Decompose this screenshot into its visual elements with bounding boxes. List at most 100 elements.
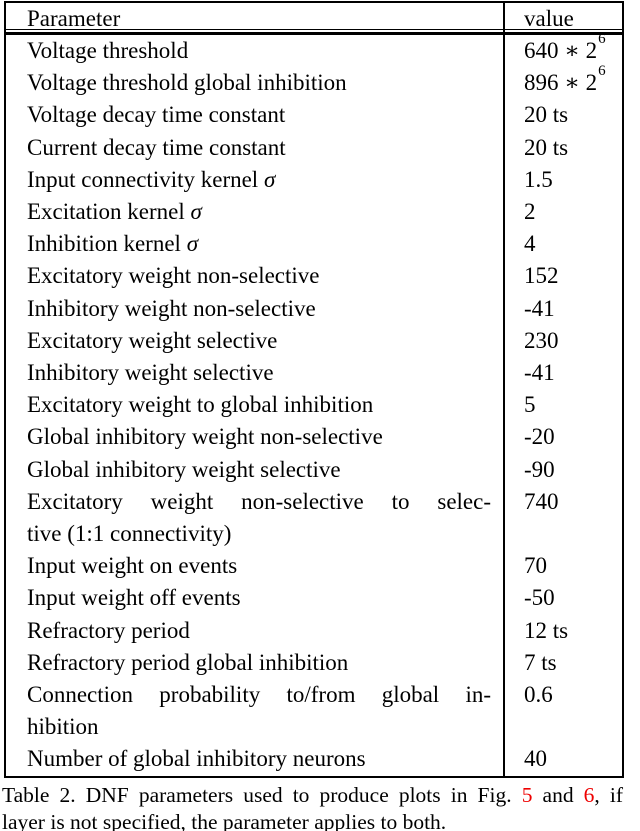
parameter-text: Input weight off events <box>27 585 241 611</box>
value-cell: 1.5 <box>524 166 553 192</box>
parameter-cell: Input connectivity kernel σ <box>6 164 505 196</box>
parameter-text: Inhibitory weight non-selective <box>27 295 316 321</box>
parameter-text: Refractory period <box>27 617 190 643</box>
value-cell: 7 ts <box>524 649 557 675</box>
header-rule-thick <box>6 32 622 35</box>
caption-line2: layer is not specified, the parameter ap… <box>2 809 447 831</box>
header-value: value <box>524 6 574 31</box>
caption-text: Table 2. DNF parameters used to produce … <box>2 782 522 807</box>
table-row: Number of global inhibitory neurons 40 <box>6 743 622 775</box>
column-divider <box>503 3 505 776</box>
parameter-text: Refractory period global inhibition <box>27 649 349 675</box>
parameter-text: Input weight on events <box>27 553 238 579</box>
parameter-cell: Current decay time constant <box>6 132 505 164</box>
parameter-text: Inhibitory weight selective <box>27 360 274 386</box>
parameter-text: Connection probability to/from global in… <box>27 682 491 708</box>
table-row: Voltage threshold global inhibition 896 ∗… <box>6 62 622 99</box>
value-cell: -20 <box>524 424 555 450</box>
table-row: Inhibition kernel σ 4 <box>6 228 622 260</box>
parameter-text: Global inhibitory weight non-selective <box>27 424 383 450</box>
parameter-text: Inhibition kernel σ <box>27 231 199 257</box>
parameter-text: Excitation kernel σ <box>27 199 202 225</box>
parameter-cell: Inhibitory weight non-selective <box>6 293 505 325</box>
value-cell: 0.6 <box>524 682 553 708</box>
table-row: Excitation kernel σ 2 <box>6 196 622 228</box>
parameter-cell: Input weight on events <box>6 550 505 582</box>
parameter-cell: Global inhibitory weight selective <box>6 454 505 486</box>
value-cell: 20 ts <box>524 102 569 128</box>
parameter-text: Voltage threshold global inhibition <box>27 70 347 96</box>
value-cell: 740 <box>524 488 559 514</box>
parameter-text: Current decay time constant <box>27 134 286 160</box>
parameter-cell: Number of global inhibitory neurons <box>6 743 505 775</box>
figure-ref-link[interactable]: 6 <box>583 782 595 807</box>
table-row: Inhibitory weight selective -41 <box>6 357 622 389</box>
value-cell: 4 <box>524 231 536 257</box>
parameter-text: Number of global inhibitory neurons <box>27 746 366 772</box>
parameter-cell: Inhibition kernel σ <box>6 228 505 260</box>
header-rule-thin <box>6 29 622 30</box>
parameter-cell: Excitatory weight non-selective <box>6 260 505 292</box>
parameter-cell: Excitatory weight non-selective to selec… <box>6 486 505 550</box>
header-parameter: Parameter <box>27 6 121 31</box>
value-cell: 896 ∗ 26 <box>524 62 606 96</box>
caption-text: , if <box>594 782 623 807</box>
table-row: Input connectivity kernel σ 1.5 <box>6 164 622 196</box>
table-row: Current decay time constant 20 ts <box>6 132 622 164</box>
parameter-cell: Voltage decay time constant <box>6 99 505 131</box>
parameter-text: Global inhibitory weight selective <box>27 456 341 482</box>
table-row: Excitatory weight to global inhibition 5 <box>6 389 622 421</box>
figure-ref-link[interactable]: 5 <box>521 782 533 807</box>
table-row: Global inhibitory weight non-selective -2… <box>6 421 622 453</box>
table-row: Refractory period global inhibition 7 ts <box>6 647 622 679</box>
parameter-text: hibition <box>27 714 99 740</box>
parameter-cell: Excitation kernel σ <box>6 196 505 228</box>
parameter-text: Excitatory weight non-selective <box>27 263 320 289</box>
value-cell: -50 <box>524 585 555 611</box>
parameter-text: Voltage threshold <box>27 38 189 63</box>
parameter-cell: Voltage threshold <box>6 35 505 67</box>
parameter-text: Input connectivity kernel σ <box>27 166 276 192</box>
parameter-cell: Refractory period global inhibition <box>6 647 505 679</box>
parameter-cell: Connection probability to/from global in… <box>6 679 505 743</box>
table-row: Input weight on events 70 <box>6 550 622 582</box>
table-row: Voltage threshold 640 ∗ 26 <box>6 30 622 67</box>
parameter-cell: Inhibitory weight selective <box>6 357 505 389</box>
value-cell: 230 <box>524 327 559 353</box>
table-row: Inhibitory weight non-selective -41 <box>6 293 622 325</box>
parameter-text: Voltage decay time constant <box>27 102 286 128</box>
caption-text: and <box>532 782 584 807</box>
value-cell: -41 <box>524 295 555 321</box>
value-cell: 40 <box>524 746 547 772</box>
value-cell: -90 <box>524 456 555 482</box>
table-row: Excitatory weight selective 230 <box>6 325 622 357</box>
table-row: Connection probability to/from global in… <box>6 679 622 743</box>
parameter-text: Excitatory weight non-selective to selec… <box>27 488 491 514</box>
value-cell: 5 <box>524 392 536 418</box>
parameter-cell: Excitatory weight selective <box>6 325 505 357</box>
value-exponent: 6 <box>598 30 606 47</box>
table-header-row: Parameter value <box>6 3 622 31</box>
value-cell: 12 ts <box>524 617 569 643</box>
parameter-cell: Excitatory weight to global inhibition <box>6 389 505 421</box>
parameter-text: Excitatory weight selective <box>27 327 278 353</box>
value-cell: -41 <box>524 360 555 386</box>
table-row: Excitatory weight non-selective 152 <box>6 260 622 292</box>
table-row: Excitatory weight non-selective to selec… <box>6 486 622 550</box>
table-row: Refractory period 12 ts <box>6 615 622 647</box>
parameter-cell: Input weight off events <box>6 582 505 614</box>
table-row: Voltage decay time constant 20 ts <box>6 99 622 131</box>
parameter-text: tive (1:1 connectivity) <box>27 521 232 547</box>
table-body: Voltage threshold 640 ∗ 26 Voltage thresho… <box>6 30 622 776</box>
value-cell: 640 ∗ 26 <box>524 30 606 63</box>
table-caption: Table 2. DNF parameters used to produce … <box>2 782 623 831</box>
value-cell: 152 <box>524 263 559 289</box>
value-cell: 20 ts <box>524 134 569 160</box>
parameter-cell: Global inhibitory weight non-selective <box>6 421 505 453</box>
caption-line1: Table 2. DNF parameters used to produce … <box>2 782 623 809</box>
parameter-cell: Voltage threshold global inhibition <box>6 67 505 99</box>
value-exponent: 6 <box>598 62 606 79</box>
value-cell: 2 <box>524 199 536 225</box>
parameters-table: Parameter value Voltage threshold 640 ∗ 2… <box>4 1 624 778</box>
